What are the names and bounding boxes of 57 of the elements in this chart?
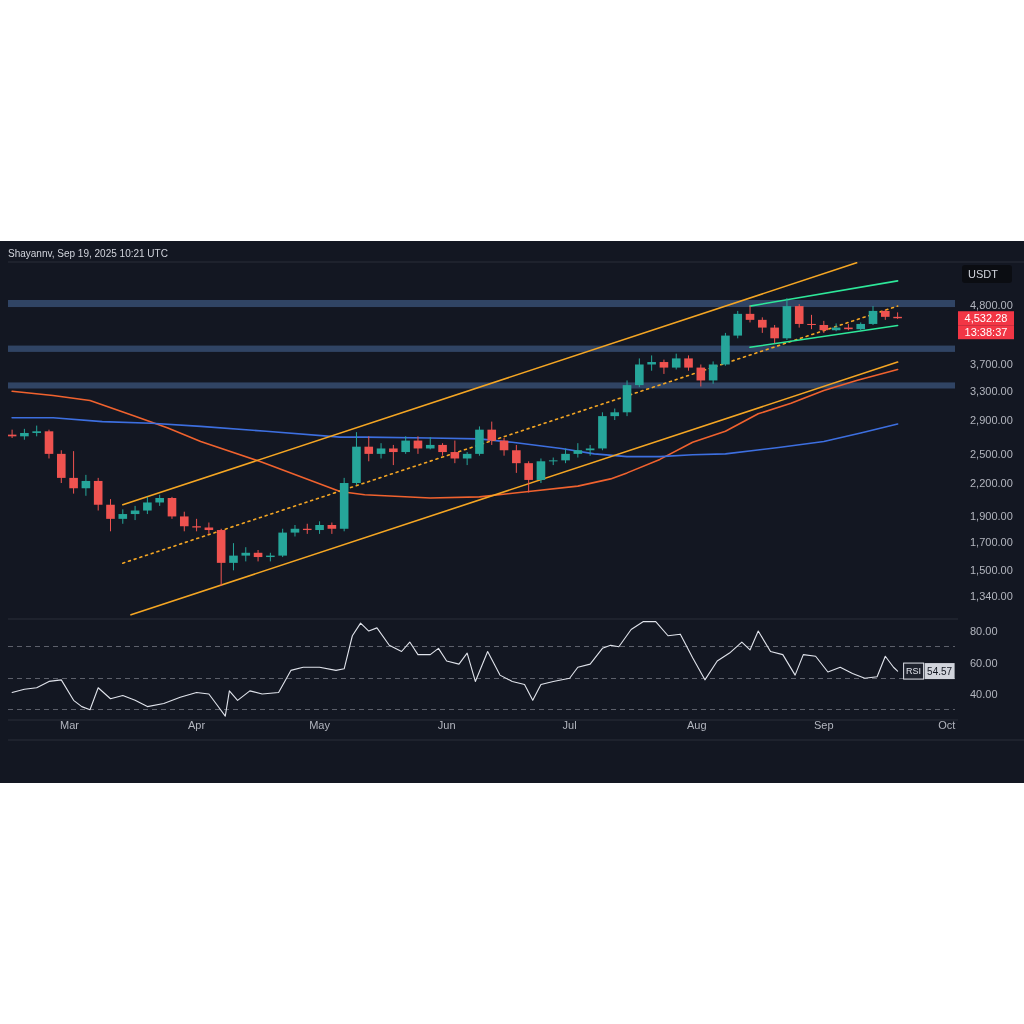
x-tick-label: Jul [562, 719, 577, 731]
candlestick [745, 305, 755, 323]
line-series [11, 416, 899, 458]
chart-title: Shayannv, Sep 19, 2025 10:21 UTC [8, 247, 168, 259]
candlestick [635, 357, 644, 388]
candlestick [708, 360, 718, 385]
candlestick [229, 542, 238, 571]
candlestick [524, 460, 533, 494]
y-tick-label: 2,200.00 [970, 477, 1013, 490]
y-tick-label: 80.00 [970, 625, 998, 638]
candlestick [167, 496, 177, 520]
legend-label: RSI [906, 666, 922, 677]
candlestick [512, 444, 521, 474]
y-tick-label: 1,700.00 [970, 535, 1013, 548]
candlestick [794, 303, 804, 329]
candlestick [69, 450, 78, 495]
candlestick [659, 359, 669, 375]
line-series [11, 368, 899, 499]
candlestick [733, 310, 743, 339]
y-tick-label: 1,340.00 [970, 590, 1013, 603]
y-tick-label: 3,700.00 [970, 358, 1013, 371]
candlestick [290, 524, 300, 537]
candlestick [364, 435, 374, 462]
x-tick-label: Jun [437, 719, 456, 731]
x-tick-label: Aug [686, 719, 707, 731]
line-series [11, 621, 899, 717]
annotation: 54.57 [927, 665, 953, 677]
x-tick-label: Sep [814, 719, 834, 731]
candlestick [106, 498, 115, 532]
candlestick [389, 444, 398, 466]
candlestick [179, 511, 189, 532]
candlestick [376, 442, 386, 459]
y-tick-label: 2,900.00 [970, 414, 1013, 427]
text: 4,532.28 [964, 312, 1008, 325]
y-tick-label: 1,500.00 [970, 564, 1013, 577]
y-tick-label: 60.00 [970, 656, 998, 669]
candlestick [807, 314, 816, 330]
y-tick-label: 3,300.00 [970, 384, 1013, 397]
x-tick-label: May [309, 719, 331, 731]
x-tick-label: Oct [938, 719, 956, 731]
text: 13:38:37 [964, 326, 1008, 339]
candlestick [44, 429, 54, 459]
candlestick [327, 522, 337, 535]
y-tick-label: 4,800.00 [970, 299, 1013, 312]
candlestick [585, 444, 595, 457]
candlestick [487, 421, 497, 446]
candlestick [868, 305, 878, 326]
candlestick [278, 528, 287, 558]
candlestick [93, 477, 103, 512]
candlestick [536, 457, 546, 484]
y-tick-label: 40.00 [970, 688, 998, 701]
y-tick-label: 1,900.00 [970, 510, 1013, 523]
x-tick-label: Apr [188, 719, 206, 731]
y-axis-title: USDT [968, 267, 999, 280]
y-tick-label: 2,500.00 [970, 447, 1013, 460]
x-tick-label: Mar [60, 719, 80, 731]
candlestick [770, 324, 779, 344]
